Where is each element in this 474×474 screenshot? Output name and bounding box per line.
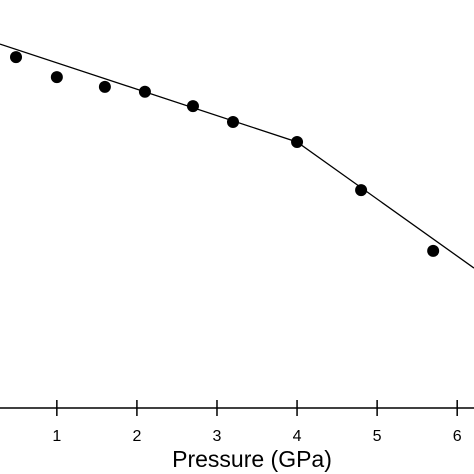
fit-line <box>0 43 474 269</box>
x-tick-label: 6 <box>453 428 462 445</box>
x-tick-label: 2 <box>132 428 141 445</box>
x-tick-label: 3 <box>213 428 222 445</box>
x-tick-label: 5 <box>373 428 382 445</box>
data-point <box>291 135 304 148</box>
x-axis-label: Pressure (GPa) <box>172 446 332 472</box>
data-point <box>355 184 368 197</box>
data-point <box>226 115 239 128</box>
data-point <box>10 51 23 64</box>
data-point <box>186 100 199 113</box>
data-point <box>138 85 151 98</box>
data-point <box>427 244 440 257</box>
x-tick-label: 4 <box>293 428 302 445</box>
data-point <box>98 80 111 93</box>
x-tick-label: 1 <box>52 428 61 445</box>
data-point <box>50 71 63 84</box>
